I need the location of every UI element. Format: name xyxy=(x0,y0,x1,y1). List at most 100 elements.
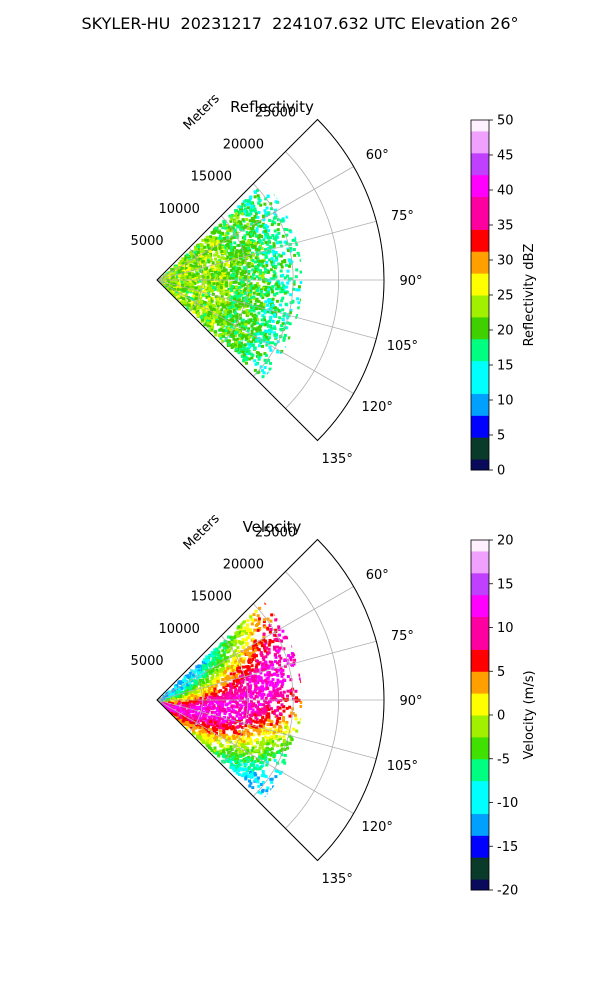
colorbar-bin xyxy=(471,185,489,198)
colorbar-bin xyxy=(471,360,489,373)
radial-tick-label: 5000 xyxy=(131,234,164,249)
colorbar-bin xyxy=(471,459,489,471)
colorbar-tick-label: 40 xyxy=(497,184,514,199)
azimuth-spoke xyxy=(156,220,377,281)
colorbar-bin xyxy=(471,616,489,628)
colorbar-bin xyxy=(471,218,489,230)
colorbar-bin xyxy=(471,141,489,154)
sector-outline xyxy=(156,538,385,862)
colorbar-bin xyxy=(471,327,489,340)
colorbar-bin xyxy=(471,404,489,416)
colorbar-bin xyxy=(471,371,489,383)
azimuth-spoke xyxy=(156,279,354,394)
colorbar-tick-label: 20 xyxy=(497,324,514,339)
colorbar-label: Reflectivity dBZ xyxy=(522,244,537,347)
sector-outline xyxy=(156,118,385,442)
colorbar-bin xyxy=(471,813,489,825)
angle-tick-label: 90° xyxy=(399,274,422,289)
colorbar-bin xyxy=(471,316,489,329)
radial-tick-label: 20000 xyxy=(223,138,264,153)
colorbar-bin xyxy=(471,725,489,738)
colorbar-tick-label: 35 xyxy=(497,219,514,234)
angle-tick-label: 60° xyxy=(366,568,389,583)
colorbar-bin xyxy=(471,305,489,318)
colorbar-bin xyxy=(471,393,489,405)
colorbar-bin xyxy=(471,120,489,132)
colorbar-tick-label: 15 xyxy=(497,359,514,374)
colorbar-tick-label: 10 xyxy=(497,394,514,409)
colorbar-bin xyxy=(471,415,489,427)
radial-tick-label: 25000 xyxy=(255,105,296,120)
radial-tick-label: 15000 xyxy=(191,590,232,605)
colorbar-bin xyxy=(471,561,489,574)
radial-tick-label: 20000 xyxy=(223,558,264,573)
figure-title: SKYLER-HU 20231217 224107.632 UTC Elevat… xyxy=(81,14,519,33)
colorbar-bin xyxy=(471,338,489,351)
colorbar-bin xyxy=(471,174,489,187)
colorbar-bin xyxy=(471,583,489,596)
colorbar-tick-label: -5 xyxy=(497,752,510,767)
colorbar-bin xyxy=(471,437,489,449)
colorbar-bin xyxy=(471,693,489,705)
colorbar-bin xyxy=(471,627,489,639)
radial-tick-label: 10000 xyxy=(159,202,200,217)
colorbar-tick-label: 20 xyxy=(497,534,514,549)
azimuth-spoke xyxy=(156,279,377,340)
azimuth-spoke xyxy=(156,699,354,814)
colorbar-bin xyxy=(471,802,489,814)
colorbar-tick-label: 5 xyxy=(497,429,505,444)
polar-panel-reflectivity: Reflectivity 5000 10000 15000 20000 25000 Mete… xyxy=(131,91,537,478)
colorbar-bin xyxy=(471,273,489,285)
colorbar-bin xyxy=(471,251,489,263)
colorbar-bin xyxy=(471,649,489,661)
colorbar-bin xyxy=(471,835,489,847)
azimuth-spoke xyxy=(156,166,354,281)
colorbar-tick-label: -15 xyxy=(497,840,518,855)
colorbar-bin xyxy=(471,769,489,782)
colorbar-tick-label: 45 xyxy=(497,149,514,164)
angle-tick-label: 75° xyxy=(391,209,414,224)
colorbar-tick-label: 25 xyxy=(497,289,514,304)
colorbar-tick-label: 0 xyxy=(497,464,505,479)
colorbar-bin xyxy=(471,736,489,749)
angle-tick-label: 120° xyxy=(362,400,393,415)
colorbar-bin xyxy=(471,196,489,208)
radial-tick-label: 25000 xyxy=(255,525,296,540)
colorbar-bin xyxy=(471,284,489,296)
colorbar-tick-label: 5 xyxy=(497,665,505,680)
azimuth-spoke xyxy=(156,699,377,760)
radial-tick-label: 10000 xyxy=(159,622,200,637)
colorbar-bin xyxy=(471,660,489,672)
angle-tick-label: 105° xyxy=(387,339,418,354)
radial-tick-label: 5000 xyxy=(131,654,164,669)
colorbar-tick-label: -10 xyxy=(497,796,518,811)
radial-axis-label: Meters xyxy=(181,511,223,553)
colorbar-bin xyxy=(471,572,489,585)
colorbar-bin xyxy=(471,747,489,760)
colorbar-tick-label: 30 xyxy=(497,254,514,269)
colorbar-bin xyxy=(471,382,489,394)
colorbar-tick-label: 10 xyxy=(497,621,514,636)
radial-tick-label: 15000 xyxy=(191,170,232,185)
angle-tick-label: 135° xyxy=(322,452,353,467)
colorbar-bin xyxy=(471,594,489,607)
colorbar-bin xyxy=(471,229,489,241)
angle-tick-label: 75° xyxy=(391,629,414,644)
colorbar-bin xyxy=(471,262,489,274)
colorbar-tick-label: 50 xyxy=(497,114,514,129)
angle-tick-label: 60° xyxy=(366,148,389,163)
colorbar-bin xyxy=(471,682,489,694)
colorbar-bin xyxy=(471,152,489,165)
angle-tick-label: 135° xyxy=(322,872,353,887)
angle-tick-label: 90° xyxy=(399,694,422,709)
angle-tick-label: 105° xyxy=(387,759,418,774)
colorbar-label: Velocity (m/s) xyxy=(522,670,537,759)
colorbar-bin xyxy=(471,671,489,683)
polar-panel-velocity: Velocity 5000 10000 15000 20000 25000 Meters 60… xyxy=(131,511,537,898)
colorbar-bin xyxy=(471,715,489,727)
colorbar-bin xyxy=(471,868,489,880)
colorbar-bin xyxy=(471,349,489,362)
colorbar-bin xyxy=(471,758,489,771)
colorbar-bin xyxy=(471,540,489,552)
